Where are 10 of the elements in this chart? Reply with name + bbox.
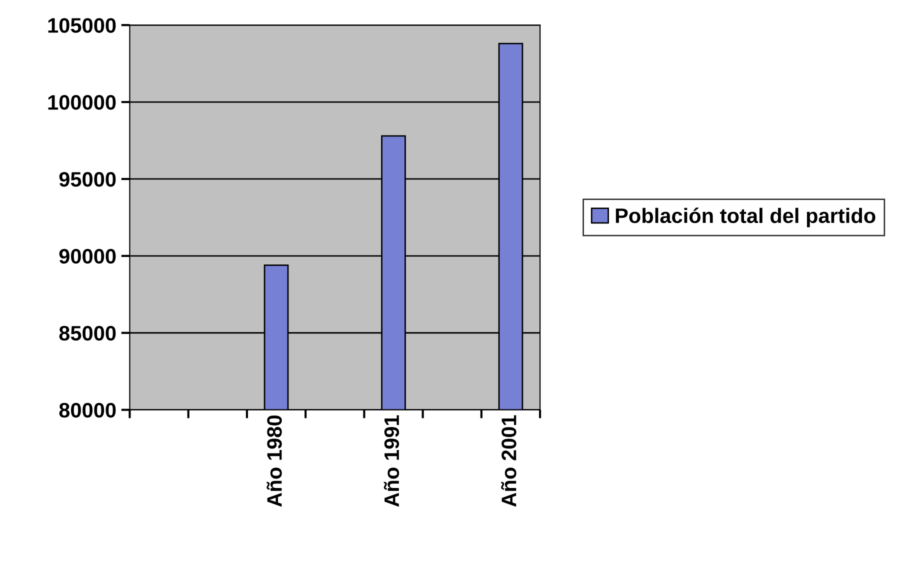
y-tick-label: 80000 <box>59 402 116 418</box>
x-tick-label: Año 1980 <box>266 416 282 507</box>
y-tick-label: 85000 <box>59 326 116 341</box>
legend-label: Población total del partido <box>616 208 876 228</box>
y-tick-label: 90000 <box>59 248 116 264</box>
x-tick-label: Año 1991 <box>384 415 400 507</box>
y-tick-label: 100000 <box>48 95 116 110</box>
y-tick-label: 105000 <box>48 18 116 33</box>
y-tick-label: 95000 <box>59 172 116 187</box>
x-tick-label: Año 2001 <box>501 415 516 507</box>
